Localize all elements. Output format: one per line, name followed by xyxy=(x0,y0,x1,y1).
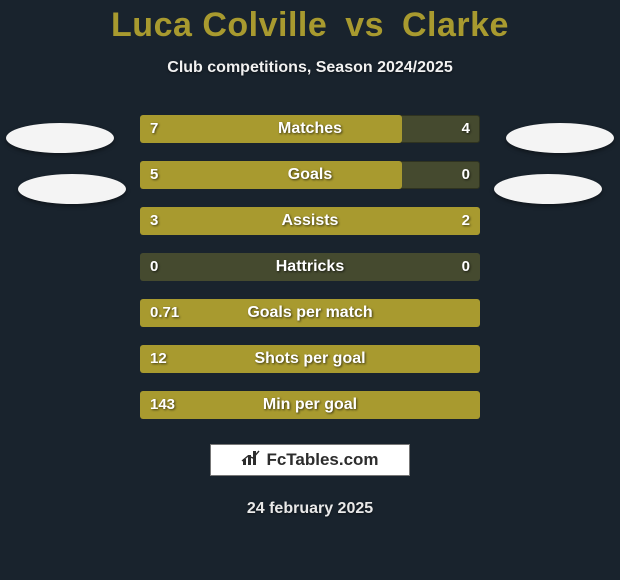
stat-name: Goals per match xyxy=(140,299,480,327)
subtitle: Club competitions, Season 2024/2025 xyxy=(0,59,620,77)
page-title: Luca Colville vs Clarke xyxy=(0,0,620,45)
stat-name: Goals xyxy=(140,161,480,189)
vs-label: vs xyxy=(345,6,384,44)
stat-row: 00Hattricks xyxy=(0,253,620,281)
player2-name: Clarke xyxy=(402,6,509,44)
stat-row: 74Matches xyxy=(0,115,620,143)
fctables-logo-text: FcTables.com xyxy=(266,450,378,470)
stat-name: Hattricks xyxy=(140,253,480,281)
stat-row: 32Assists xyxy=(0,207,620,235)
stat-row: 143Min per goal xyxy=(0,391,620,419)
stats-container: 74Matches 50Goals 32Assists 00Hattricks 0.71… xyxy=(0,115,620,419)
stat-row: 50Goals xyxy=(0,161,620,189)
stat-row: 0.71Goals per match xyxy=(0,299,620,327)
stat-name: Shots per goal xyxy=(140,345,480,373)
date-label: 24 february 2025 xyxy=(0,500,620,518)
chart-icon xyxy=(241,449,261,472)
stat-name: Assists xyxy=(140,207,480,235)
stat-row: 12Shots per goal xyxy=(0,345,620,373)
player1-name: Luca Colville xyxy=(111,6,327,44)
fctables-logo-box[interactable]: FcTables.com xyxy=(210,444,410,476)
stat-name: Min per goal xyxy=(140,391,480,419)
stat-name: Matches xyxy=(140,115,480,143)
